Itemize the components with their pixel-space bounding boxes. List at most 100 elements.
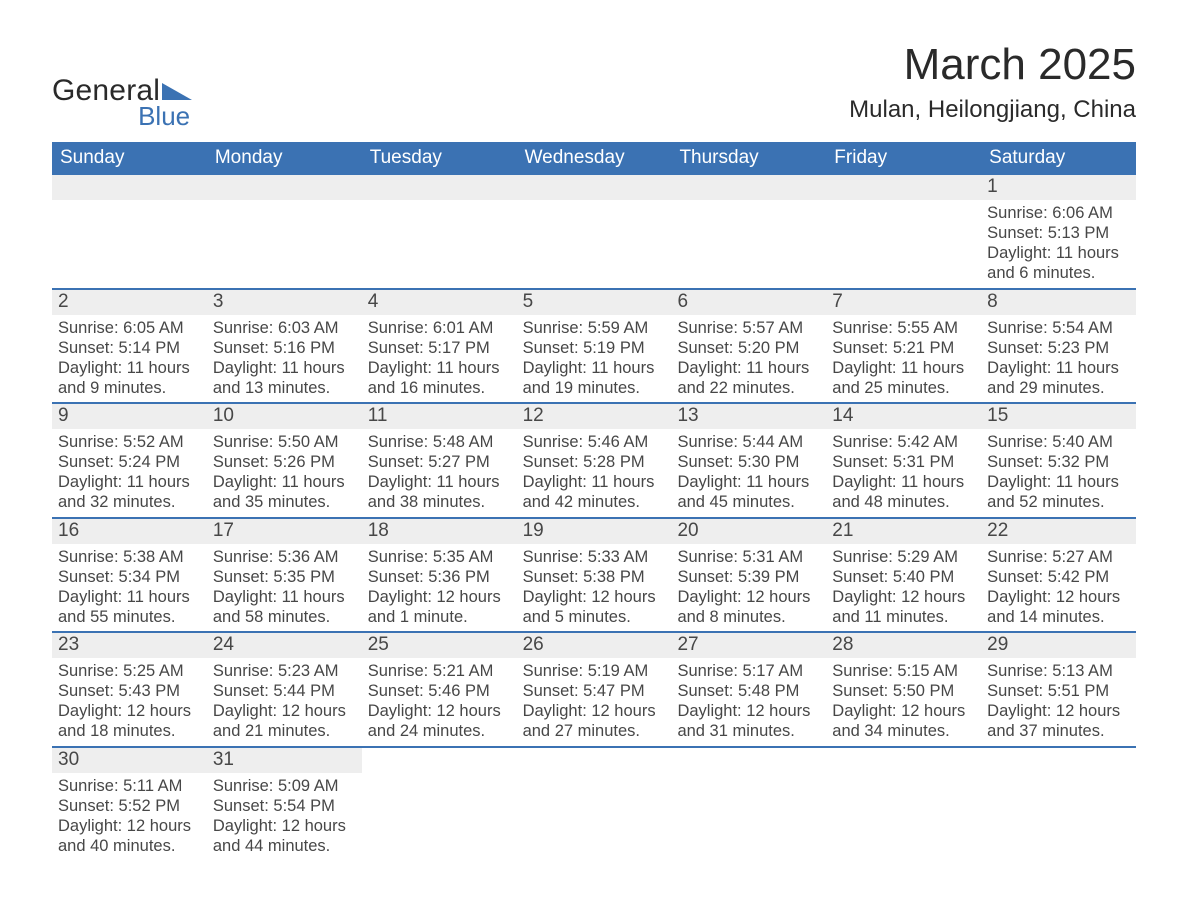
day-number: 27	[671, 633, 826, 658]
title-block: March 2025 Mulan, Heilongjiang, China	[849, 40, 1136, 124]
day-daylight2: and 11 minutes.	[832, 607, 975, 627]
day-number: 6	[671, 290, 826, 315]
day-number: 25	[362, 633, 517, 658]
day-number	[671, 175, 826, 200]
day-sunrise: Sunrise: 5:35 AM	[368, 547, 511, 567]
day-cell: 15Sunrise: 5:40 AMSunset: 5:32 PMDayligh…	[981, 404, 1136, 517]
day-sunset: Sunset: 5:30 PM	[677, 452, 820, 472]
day-body: Sunrise: 5:46 AMSunset: 5:28 PMDaylight:…	[517, 429, 672, 517]
day-sunrise: Sunrise: 6:03 AM	[213, 318, 356, 338]
day-sunset: Sunset: 5:26 PM	[213, 452, 356, 472]
day-sunrise: Sunrise: 5:13 AM	[987, 661, 1130, 681]
day-daylight1: Daylight: 11 hours	[58, 358, 201, 378]
day-sunrise: Sunrise: 5:25 AM	[58, 661, 201, 681]
day-body: Sunrise: 5:17 AMSunset: 5:48 PMDaylight:…	[671, 658, 826, 746]
month-title: March 2025	[849, 40, 1136, 90]
day-cell	[517, 748, 672, 861]
day-daylight1: Daylight: 12 hours	[368, 587, 511, 607]
weekday-header: Tuesday	[362, 142, 517, 175]
day-sunrise: Sunrise: 6:06 AM	[987, 203, 1130, 223]
day-number: 28	[826, 633, 981, 658]
day-sunset: Sunset: 5:36 PM	[368, 567, 511, 587]
day-body: Sunrise: 5:15 AMSunset: 5:50 PMDaylight:…	[826, 658, 981, 746]
day-body	[362, 200, 517, 280]
day-cell: 8Sunrise: 5:54 AMSunset: 5:23 PMDaylight…	[981, 290, 1136, 403]
day-number	[826, 175, 981, 200]
day-number: 4	[362, 290, 517, 315]
day-sunset: Sunset: 5:21 PM	[832, 338, 975, 358]
day-sunset: Sunset: 5:14 PM	[58, 338, 201, 358]
day-number: 26	[517, 633, 672, 658]
day-number: 22	[981, 519, 1136, 544]
day-body: Sunrise: 5:23 AMSunset: 5:44 PMDaylight:…	[207, 658, 362, 746]
day-body	[981, 773, 1136, 780]
day-cell: 20Sunrise: 5:31 AMSunset: 5:39 PMDayligh…	[671, 519, 826, 632]
day-body	[826, 200, 981, 280]
week-row: 23Sunrise: 5:25 AMSunset: 5:43 PMDayligh…	[52, 631, 1136, 746]
day-sunset: Sunset: 5:34 PM	[58, 567, 201, 587]
day-daylight2: and 40 minutes.	[58, 836, 201, 856]
day-cell: 2Sunrise: 6:05 AMSunset: 5:14 PMDaylight…	[52, 290, 207, 403]
day-body: Sunrise: 5:09 AMSunset: 5:54 PMDaylight:…	[207, 773, 362, 861]
weekday-header: Thursday	[671, 142, 826, 175]
day-daylight2: and 48 minutes.	[832, 492, 975, 512]
day-cell: 1Sunrise: 6:06 AMSunset: 5:13 PMDaylight…	[981, 175, 1136, 288]
day-body: Sunrise: 5:50 AMSunset: 5:26 PMDaylight:…	[207, 429, 362, 517]
day-sunrise: Sunrise: 5:23 AM	[213, 661, 356, 681]
day-cell	[207, 175, 362, 288]
day-number: 19	[517, 519, 672, 544]
day-daylight2: and 44 minutes.	[213, 836, 356, 856]
day-sunrise: Sunrise: 5:29 AM	[832, 547, 975, 567]
day-cell: 28Sunrise: 5:15 AMSunset: 5:50 PMDayligh…	[826, 633, 981, 746]
day-number: 20	[671, 519, 826, 544]
day-cell: 6Sunrise: 5:57 AMSunset: 5:20 PMDaylight…	[671, 290, 826, 403]
day-cell: 17Sunrise: 5:36 AMSunset: 5:35 PMDayligh…	[207, 519, 362, 632]
day-number: 3	[207, 290, 362, 315]
day-daylight2: and 14 minutes.	[987, 607, 1130, 627]
day-number	[207, 175, 362, 200]
day-sunset: Sunset: 5:28 PM	[523, 452, 666, 472]
day-body: Sunrise: 5:29 AMSunset: 5:40 PMDaylight:…	[826, 544, 981, 632]
day-daylight2: and 27 minutes.	[523, 721, 666, 741]
day-daylight2: and 24 minutes.	[368, 721, 511, 741]
day-cell	[826, 175, 981, 288]
day-sunset: Sunset: 5:43 PM	[58, 681, 201, 701]
day-cell	[362, 748, 517, 861]
day-daylight2: and 5 minutes.	[523, 607, 666, 627]
day-sunrise: Sunrise: 5:21 AM	[368, 661, 511, 681]
day-body: Sunrise: 6:03 AMSunset: 5:16 PMDaylight:…	[207, 315, 362, 403]
day-body: Sunrise: 5:36 AMSunset: 5:35 PMDaylight:…	[207, 544, 362, 632]
day-number: 18	[362, 519, 517, 544]
day-sunset: Sunset: 5:42 PM	[987, 567, 1130, 587]
day-sunset: Sunset: 5:13 PM	[987, 223, 1130, 243]
day-daylight2: and 29 minutes.	[987, 378, 1130, 398]
day-daylight1: Daylight: 11 hours	[832, 472, 975, 492]
day-daylight2: and 25 minutes.	[832, 378, 975, 398]
week-row: 9Sunrise: 5:52 AMSunset: 5:24 PMDaylight…	[52, 402, 1136, 517]
day-number: 2	[52, 290, 207, 315]
day-number: 14	[826, 404, 981, 429]
day-cell: 3Sunrise: 6:03 AMSunset: 5:16 PMDaylight…	[207, 290, 362, 403]
day-cell	[362, 175, 517, 288]
day-sunset: Sunset: 5:40 PM	[832, 567, 975, 587]
day-number: 17	[207, 519, 362, 544]
day-body: Sunrise: 5:33 AMSunset: 5:38 PMDaylight:…	[517, 544, 672, 632]
day-daylight2: and 1 minute.	[368, 607, 511, 627]
day-body	[52, 200, 207, 280]
day-body: Sunrise: 5:11 AMSunset: 5:52 PMDaylight:…	[52, 773, 207, 861]
day-daylight1: Daylight: 12 hours	[987, 701, 1130, 721]
day-sunset: Sunset: 5:48 PM	[677, 681, 820, 701]
day-daylight2: and 18 minutes.	[58, 721, 201, 741]
day-sunrise: Sunrise: 5:40 AM	[987, 432, 1130, 452]
day-cell: 14Sunrise: 5:42 AMSunset: 5:31 PMDayligh…	[826, 404, 981, 517]
day-cell: 24Sunrise: 5:23 AMSunset: 5:44 PMDayligh…	[207, 633, 362, 746]
day-body: Sunrise: 5:59 AMSunset: 5:19 PMDaylight:…	[517, 315, 672, 403]
day-cell: 25Sunrise: 5:21 AMSunset: 5:46 PMDayligh…	[362, 633, 517, 746]
day-daylight2: and 52 minutes.	[987, 492, 1130, 512]
day-sunset: Sunset: 5:31 PM	[832, 452, 975, 472]
day-sunrise: Sunrise: 5:59 AM	[523, 318, 666, 338]
day-daylight1: Daylight: 11 hours	[523, 358, 666, 378]
day-sunrise: Sunrise: 5:15 AM	[832, 661, 975, 681]
day-daylight1: Daylight: 11 hours	[987, 243, 1130, 263]
day-body	[517, 773, 672, 780]
